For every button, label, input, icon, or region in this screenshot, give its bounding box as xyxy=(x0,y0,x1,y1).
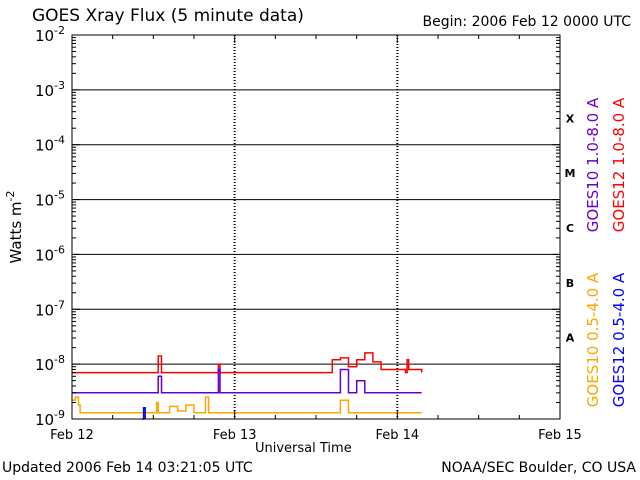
legend-entry: GOES10 1.0-8.0 A xyxy=(584,97,602,232)
plot-border xyxy=(71,34,561,420)
y-tick-label: 10-6 xyxy=(35,243,65,264)
y-tick-label: 10-4 xyxy=(35,134,65,155)
series-line xyxy=(72,396,422,414)
y-tick-label: 10-3 xyxy=(35,79,65,100)
legend-entry: GOES10 0.5-4.0 A xyxy=(584,272,602,407)
axis-ticks xyxy=(71,35,561,420)
flare-class-label: B xyxy=(566,277,574,290)
begin-time: Begin: 2006 Feb 12 0000 UTC xyxy=(422,14,631,30)
y-tick-label: 10-8 xyxy=(35,353,65,374)
flare-class-label: C xyxy=(566,222,574,235)
chart-title: GOES Xray Flux (5 minute data) xyxy=(32,6,304,26)
series-line xyxy=(72,352,423,374)
y-tick-label: 10-2 xyxy=(35,24,65,45)
y-tick-label: 10-9 xyxy=(35,408,65,429)
flare-class-label: A xyxy=(566,332,575,345)
flare-class-label: M xyxy=(565,167,576,180)
series-lines xyxy=(72,352,423,420)
x-tick-label: Feb 15 xyxy=(538,428,582,443)
grid-lines xyxy=(72,35,560,419)
x-tick-label: Feb 14 xyxy=(375,428,419,443)
series-line xyxy=(72,368,422,394)
flare-class-label: X xyxy=(566,112,575,125)
updated-timestamp: Updated 2006 Feb 14 03:21:05 UTC xyxy=(2,460,253,476)
legend-entry: GOES12 1.0-8.0 A xyxy=(610,97,628,232)
x-tick-label: Feb 13 xyxy=(213,428,257,443)
x-axis-label: Universal Time xyxy=(255,441,352,456)
y-tick-label: 10-5 xyxy=(35,189,65,210)
y-tick-label: 10-7 xyxy=(35,298,65,319)
credit-text: NOAA/SEC Boulder, CO USA xyxy=(441,460,636,476)
legend: GOES10 1.0-8.0 A GOES10 0.5-4.0 A GOES12 1… xyxy=(584,97,628,407)
y-axis-label: Watts m-2 xyxy=(4,191,25,264)
legend-entry: GOES12 0.5-4.0 A xyxy=(610,272,628,407)
x-tick-label: Feb 12 xyxy=(50,428,94,443)
